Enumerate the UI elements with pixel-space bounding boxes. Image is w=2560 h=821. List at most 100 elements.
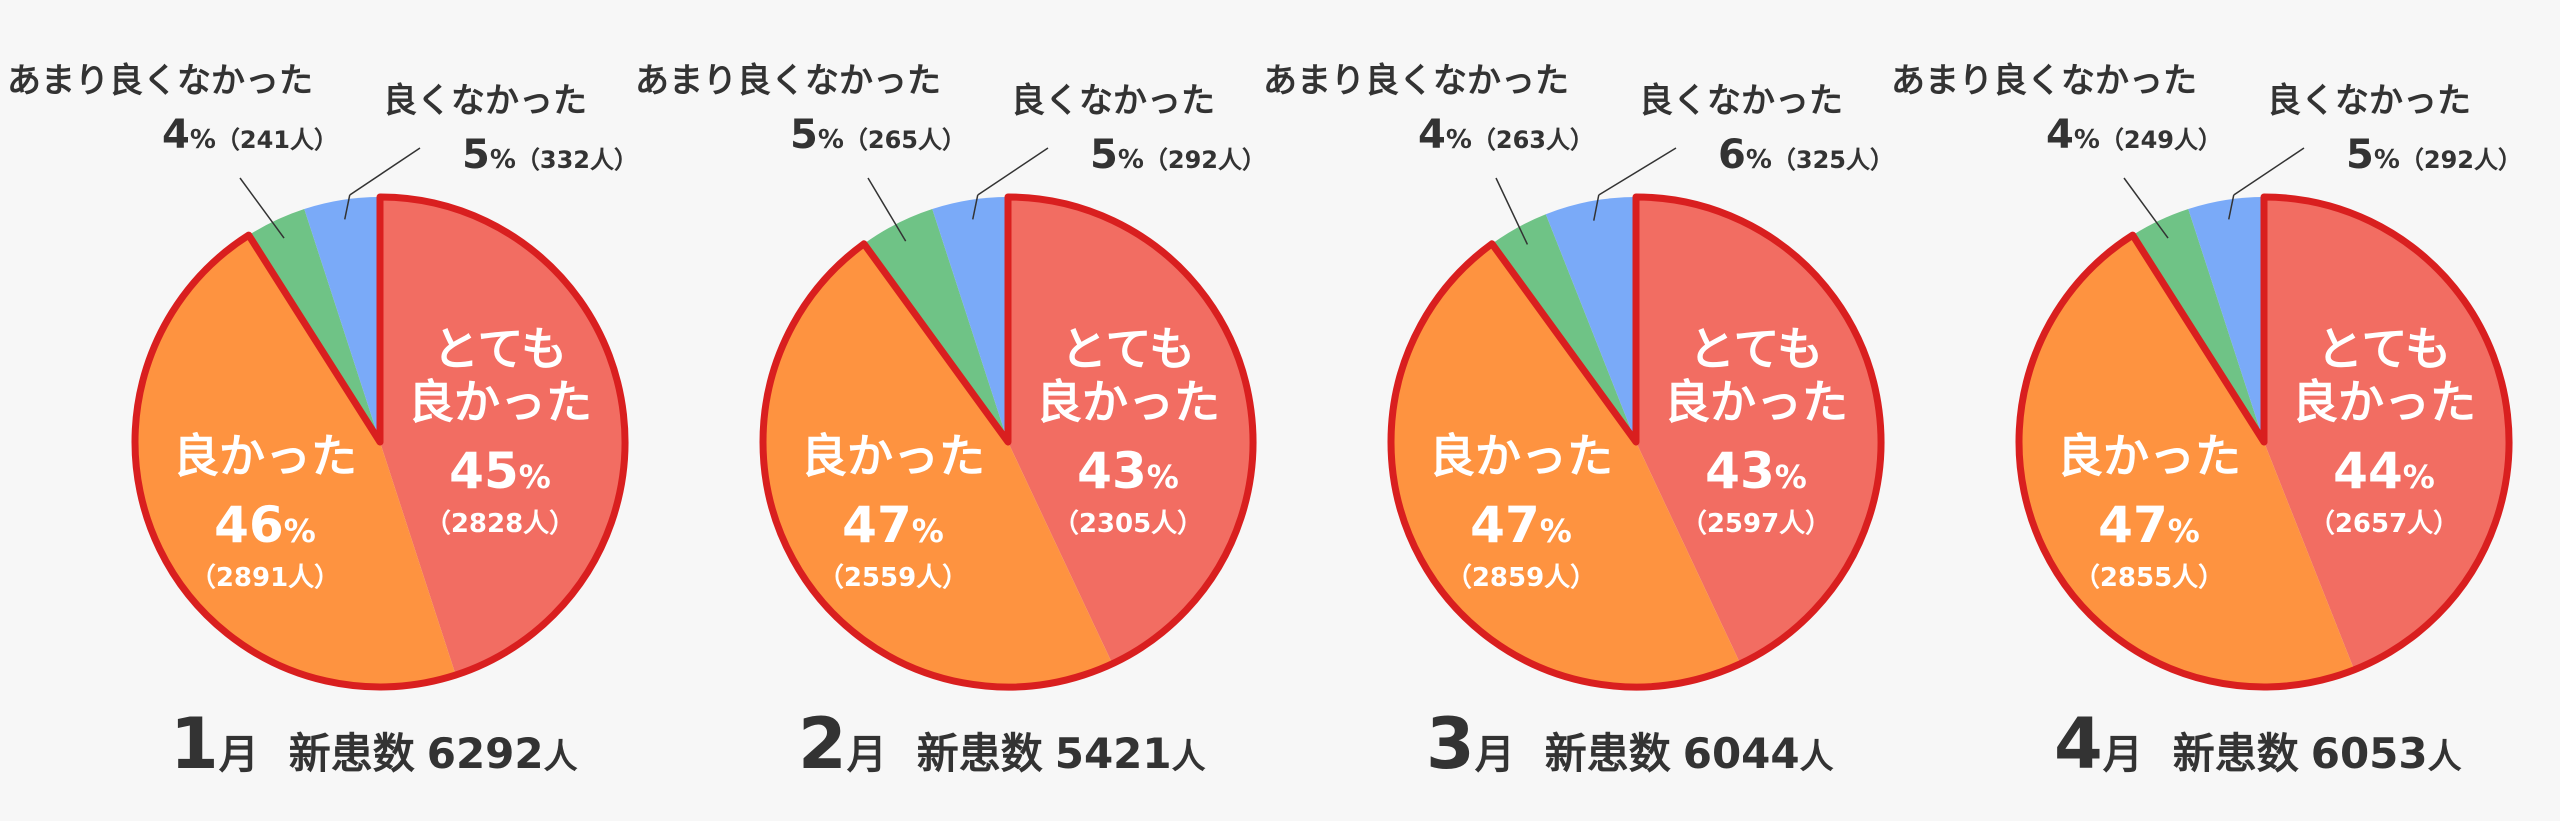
month-caption: 4月 新患数 6053人 bbox=[2054, 703, 2462, 785]
slice-count-very-good: （2597人） bbox=[1681, 509, 1831, 539]
patients-unit: 人 bbox=[544, 737, 578, 777]
slice-label-good: 良かった bbox=[2057, 429, 2241, 483]
slice-percent-good: 47% bbox=[1470, 496, 1572, 554]
pie-slice-good bbox=[2019, 235, 2355, 687]
slice-percent-very-good: 43% bbox=[1077, 442, 1179, 500]
patients-unit: 人 bbox=[1172, 737, 1206, 777]
highlight-outline bbox=[2015, 193, 2513, 691]
slice-count-not-very-good: （265人） bbox=[844, 126, 966, 154]
slice-label-not-very-good: あまり良くなかった bbox=[7, 61, 313, 101]
slice-percent-not-good-unit: % bbox=[490, 145, 516, 175]
highlight-outline bbox=[759, 193, 1257, 691]
slice-count-very-good: （2828人） bbox=[425, 509, 575, 539]
month-number: 1 bbox=[170, 703, 219, 785]
leader-line-not-good-b bbox=[2233, 147, 2305, 196]
slice-percent-not-good-value: 5 bbox=[1090, 132, 1118, 178]
highlight-outline bbox=[1387, 193, 1885, 691]
slice-percent-good-unit: % bbox=[1540, 512, 1572, 550]
slice-percent-good: 47% bbox=[2098, 496, 2200, 554]
slice-label-very-good-line1: とても bbox=[2317, 322, 2451, 376]
slice-label-not-good: 良くなかった bbox=[1639, 81, 1843, 121]
slice-label-very-good-line1: とても bbox=[1689, 322, 1823, 376]
slice-percent-very-good-unit: % bbox=[1775, 458, 1807, 496]
slice-label-very-good-line2: 良かった bbox=[408, 375, 592, 429]
slice-count-very-good: （2305人） bbox=[1053, 509, 1203, 539]
slice-label-not-very-good: あまり良くなかった bbox=[1891, 61, 2197, 101]
pie-slice-good bbox=[1390, 243, 1741, 688]
slice-count-good: （2559人） bbox=[818, 563, 968, 593]
slice-percent-good: 46% bbox=[214, 496, 316, 554]
pie-slice-not-very-good bbox=[2132, 208, 2264, 442]
slice-label-not-very-good: あまり良くなかった bbox=[1263, 61, 1569, 101]
slice-label-very-good-line1: とても bbox=[433, 322, 567, 376]
pie-slice-not-good bbox=[1545, 197, 1636, 442]
pie-slice-not-very-good bbox=[863, 208, 1008, 442]
pie-slice-very-good bbox=[1008, 197, 1253, 664]
slice-label-not-good: 良くなかった bbox=[2267, 81, 2471, 121]
month-suffix: 月 bbox=[219, 732, 259, 778]
slice-percent-good-value: 47 bbox=[1470, 496, 1540, 554]
pie-slice-not-very-good bbox=[1491, 214, 1636, 442]
slice-percent-not-good: 5%（292人） bbox=[2346, 132, 2522, 178]
slice-percent-good-unit: % bbox=[284, 512, 316, 550]
slice-count-not-good: （325人） bbox=[1772, 146, 1894, 174]
slice-percent-very-good: 43% bbox=[1705, 442, 1807, 500]
leader-line-not-good-b bbox=[349, 147, 421, 196]
slice-percent-very-good-value: 43 bbox=[1705, 442, 1775, 500]
leader-line-not-very-good bbox=[867, 177, 907, 242]
leader-line-not-good-a bbox=[2228, 194, 2235, 220]
slice-percent-good-unit: % bbox=[2168, 512, 2200, 550]
month-suffix: 月 bbox=[1475, 732, 1515, 778]
slice-percent-not-good-unit: % bbox=[1118, 145, 1144, 175]
slice-label-very-good-line2: 良かった bbox=[2292, 375, 2476, 429]
slice-percent-very-good: 45% bbox=[449, 442, 551, 500]
slice-percent-not-very-good: 4%（241人） bbox=[162, 112, 338, 158]
leader-line-not-good-b bbox=[977, 147, 1049, 196]
slice-percent-very-good-value: 44 bbox=[2333, 442, 2403, 500]
slice-percent-not-good-unit: % bbox=[2374, 145, 2400, 175]
month-suffix: 月 bbox=[847, 732, 887, 778]
month-caption: 3月 新患数 6044人 bbox=[1426, 703, 1834, 785]
slice-percent-good-value: 47 bbox=[842, 496, 912, 554]
slice-percent-very-good-value: 43 bbox=[1077, 442, 1147, 500]
pie-slice-not-good bbox=[304, 197, 380, 442]
slice-label-good: 良かった bbox=[1429, 429, 1613, 483]
pie-slice-not-good bbox=[2188, 197, 2264, 442]
slice-count-not-good: （332人） bbox=[516, 146, 638, 174]
slice-percent-good-value: 46 bbox=[214, 496, 284, 554]
leader-line-not-good-a bbox=[1593, 194, 1600, 221]
patients-value: 5421 bbox=[1055, 729, 1172, 778]
slice-percent-not-very-good: 4%（263人） bbox=[1418, 112, 1594, 158]
slice-label-good: 良かった bbox=[801, 429, 985, 483]
pie-chart-month-1: とても良かった45%（2828人）良かった46%（2891人）あまり良くなかった… bbox=[7, 61, 638, 785]
slice-percent-very-good-unit: % bbox=[519, 458, 551, 496]
slice-percent-not-very-good-unit: % bbox=[1446, 125, 1472, 155]
pie-chart-month-3: とても良かった43%（2597人）良かった47%（2859人）あまり良くなかった… bbox=[1263, 61, 1894, 785]
slice-count-good: （2891人） bbox=[190, 563, 340, 593]
slice-percent-very-good-value: 45 bbox=[449, 442, 519, 500]
slice-percent-not-very-good-value: 4 bbox=[162, 112, 190, 158]
leader-line-not-very-good bbox=[2123, 177, 2169, 239]
slice-percent-not-good: 6%（325人） bbox=[1718, 132, 1894, 178]
slice-percent-not-very-good-unit: % bbox=[2074, 125, 2100, 155]
leader-line-not-very-good bbox=[239, 177, 285, 239]
slice-percent-not-good-value: 5 bbox=[2346, 132, 2374, 178]
slice-percent-not-very-good-unit: % bbox=[190, 125, 216, 155]
slice-percent-very-good-unit: % bbox=[1147, 458, 1179, 496]
month-suffix: 月 bbox=[2103, 732, 2143, 778]
pie-slice-good bbox=[762, 243, 1113, 688]
slice-count-not-good: （292人） bbox=[1144, 146, 1266, 174]
pie-slice-not-very-good bbox=[248, 208, 380, 442]
leader-line-not-good-b bbox=[1598, 147, 1677, 196]
patients-value: 6053 bbox=[2311, 729, 2428, 778]
slice-count-not-very-good: （249人） bbox=[2100, 126, 2222, 154]
pie-slice-not-good bbox=[932, 197, 1008, 442]
slice-count-not-very-good: （241人） bbox=[216, 126, 338, 154]
slice-percent-not-very-good-value: 4 bbox=[2046, 112, 2074, 158]
slice-percent-very-good-unit: % bbox=[2403, 458, 2435, 496]
slice-percent-not-good-value: 5 bbox=[462, 132, 490, 178]
patients-unit: 人 bbox=[2428, 737, 2462, 777]
slice-label-not-very-good: あまり良くなかった bbox=[635, 61, 941, 101]
leader-line-not-very-good bbox=[1495, 177, 1529, 245]
